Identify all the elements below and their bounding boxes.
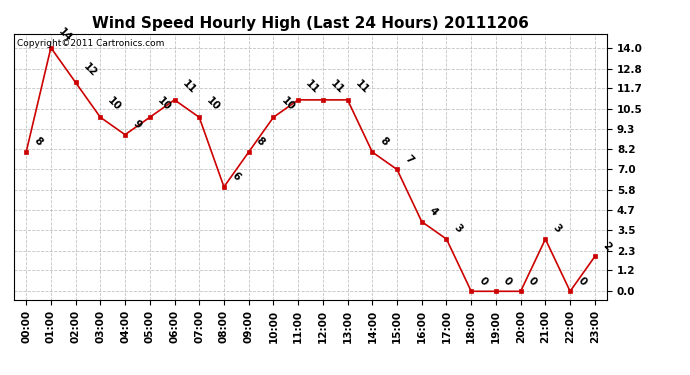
Text: 10: 10 bbox=[205, 96, 222, 113]
Text: 9: 9 bbox=[130, 118, 143, 130]
Text: 11: 11 bbox=[180, 78, 197, 96]
Title: Wind Speed Hourly High (Last 24 Hours) 20111206: Wind Speed Hourly High (Last 24 Hours) 2… bbox=[92, 16, 529, 31]
Text: 8: 8 bbox=[378, 136, 390, 148]
Text: 3: 3 bbox=[452, 223, 464, 235]
Text: 10: 10 bbox=[155, 96, 172, 113]
Text: 0: 0 bbox=[526, 275, 538, 287]
Text: 3: 3 bbox=[551, 223, 563, 235]
Text: 6: 6 bbox=[230, 171, 241, 183]
Text: 10: 10 bbox=[279, 96, 296, 113]
Text: 2: 2 bbox=[600, 240, 613, 252]
Text: 7: 7 bbox=[402, 153, 415, 165]
Text: 0: 0 bbox=[575, 275, 588, 287]
Text: Copyright©2011 Cartronics.com: Copyright©2011 Cartronics.com bbox=[17, 39, 164, 48]
Text: 0: 0 bbox=[477, 275, 489, 287]
Text: 0: 0 bbox=[502, 275, 513, 287]
Text: 11: 11 bbox=[328, 78, 346, 96]
Text: 12: 12 bbox=[81, 61, 99, 78]
Text: 10: 10 bbox=[106, 96, 124, 113]
Text: 8: 8 bbox=[32, 136, 44, 148]
Text: 14: 14 bbox=[57, 26, 74, 44]
Text: 11: 11 bbox=[304, 78, 321, 96]
Text: 4: 4 bbox=[427, 205, 440, 218]
Text: 8: 8 bbox=[254, 136, 266, 148]
Text: 11: 11 bbox=[353, 78, 371, 96]
